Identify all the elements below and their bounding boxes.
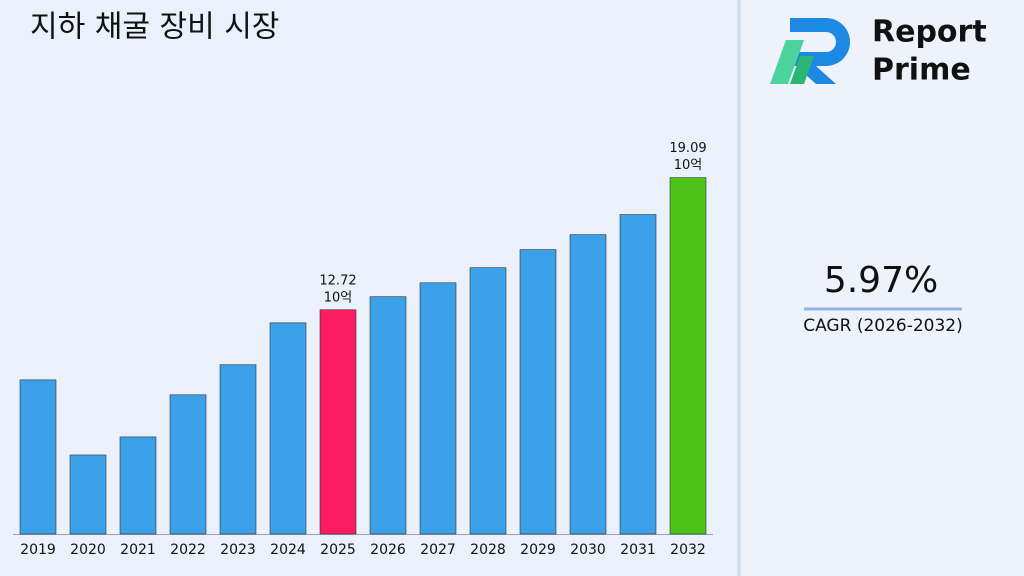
logo-text: Report (872, 15, 987, 50)
x-tick-label: 2020 (70, 542, 106, 558)
bar (619, 214, 657, 535)
x-tick-label: 2030 (570, 542, 606, 558)
bar (219, 364, 257, 535)
value-unit: 10억 (324, 290, 353, 305)
bar (269, 322, 307, 535)
x-tick-label: 2026 (370, 542, 406, 558)
bar (69, 454, 107, 535)
bar (19, 379, 57, 535)
bar (169, 394, 207, 535)
bar (419, 282, 457, 535)
bar (519, 249, 557, 535)
value-label: 19.09 (669, 141, 706, 156)
logo-icon (770, 18, 850, 84)
bar (319, 309, 357, 535)
cagr-label: CAGR (2026-2032) (803, 316, 963, 336)
x-tick-label: 2022 (170, 542, 206, 558)
value-unit: 10억 (674, 158, 703, 173)
x-tick-label: 2021 (120, 542, 156, 558)
x-tick-label: 2019 (20, 542, 56, 558)
bar (669, 177, 707, 535)
bar (369, 296, 407, 535)
x-tick-label: 2025 (320, 542, 356, 558)
bar (569, 234, 607, 535)
x-tick-label: 2024 (270, 542, 306, 558)
logo-text: Prime (872, 53, 971, 88)
value-label: 12.72 (319, 273, 356, 288)
cagr-value: 5.97% (824, 260, 938, 301)
bar (119, 436, 157, 535)
x-tick-label: 2032 (670, 542, 706, 558)
x-tick-label: 2029 (520, 542, 556, 558)
chart-title: 지하 채굴 장비 시장 (30, 10, 279, 45)
bar (469, 267, 507, 535)
x-tick-label: 2023 (220, 542, 256, 558)
x-tick-label: 2028 (470, 542, 506, 558)
x-tick-label: 2031 (620, 542, 656, 558)
x-tick-label: 2027 (420, 542, 456, 558)
